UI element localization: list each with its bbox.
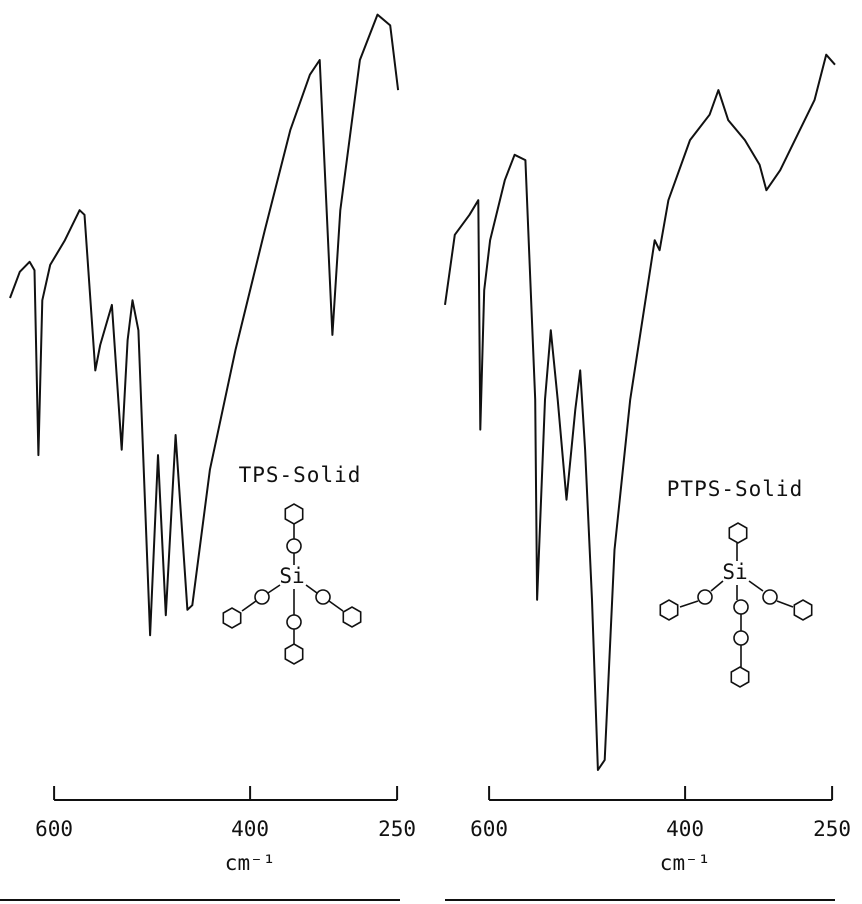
bond (710, 580, 724, 592)
phenylene-ring (315, 589, 331, 605)
annotation: PTPS-Solid (667, 477, 803, 501)
phenylene-ring (286, 538, 302, 554)
structure-label: Si (722, 560, 747, 584)
bond (241, 600, 257, 612)
phenylene-ring (733, 630, 749, 646)
x-tick-label: 400 (231, 817, 269, 841)
phenylene-ring (733, 599, 749, 615)
bond (679, 600, 699, 608)
structure: Si (222, 503, 362, 665)
structure-label: Si (279, 564, 304, 588)
annotation: TPS-Solid (239, 463, 362, 487)
x-axis-label: cm⁻¹ (225, 851, 276, 875)
spectrum-line (9, 13, 400, 637)
spectrum-line (444, 53, 836, 771)
bond (748, 580, 764, 592)
phenyl-ring (284, 503, 304, 525)
phenyl-ring (342, 606, 362, 628)
bond (328, 600, 344, 612)
bond (776, 600, 794, 608)
phenyl-ring (659, 599, 679, 621)
x-tick-label: 400 (666, 817, 704, 841)
phenylene-ring (762, 589, 778, 605)
phenyl-ring (793, 599, 813, 621)
phenylene-ring (254, 589, 270, 605)
structure: Si (659, 522, 813, 688)
phenylene-ring (286, 614, 302, 630)
phenyl-ring (284, 643, 304, 665)
x-tick-label: 250 (378, 817, 416, 841)
x-tick-label: 250 (813, 817, 851, 841)
phenyl-ring (728, 522, 748, 544)
phenylene-ring (697, 589, 713, 605)
bond (305, 584, 318, 594)
phenyl-ring (730, 666, 750, 688)
phenyl-ring (222, 607, 242, 629)
bond (267, 584, 281, 594)
x-tick-label: 600 (35, 817, 73, 841)
x-axis-label: cm⁻¹ (660, 851, 711, 875)
x-tick-label: 600 (470, 817, 508, 841)
